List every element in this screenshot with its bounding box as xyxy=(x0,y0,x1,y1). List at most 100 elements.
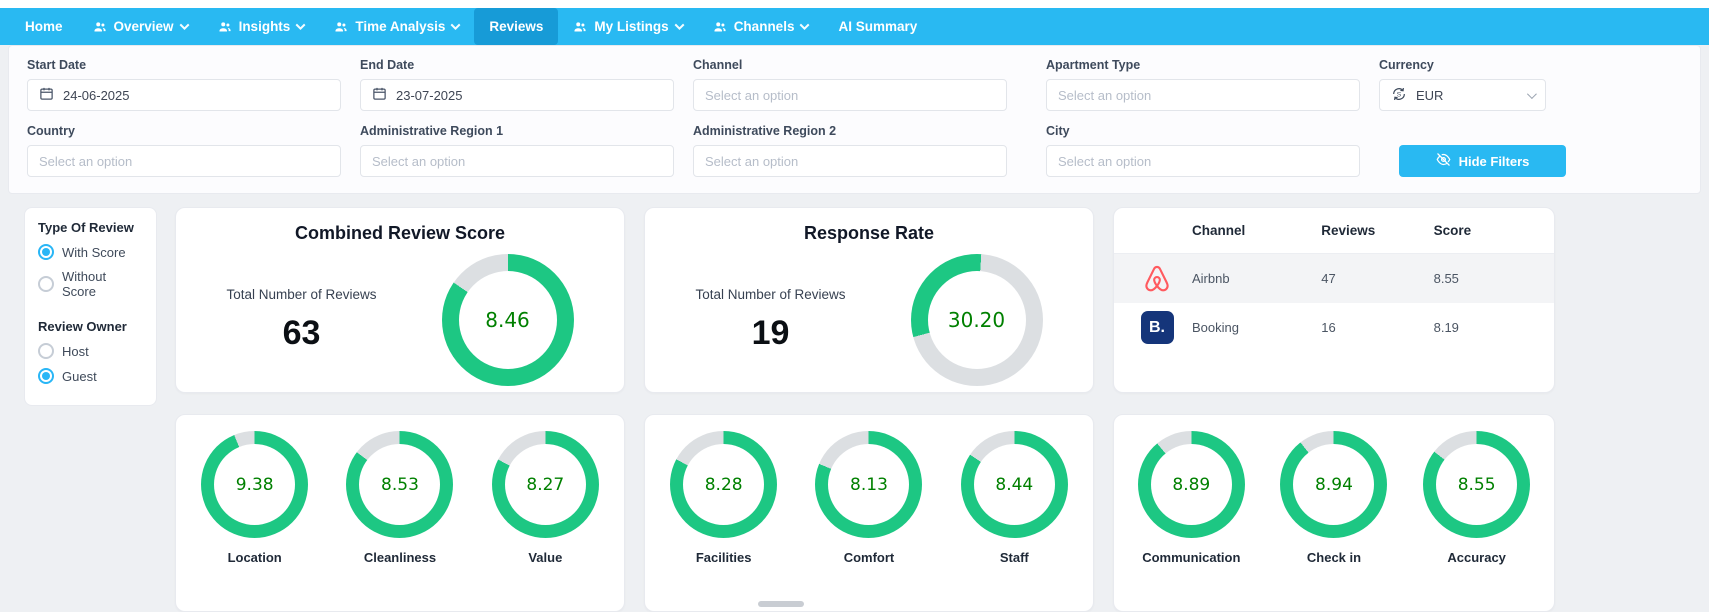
top-navbar: Home Overview Insights Time Analysis Reviews… xyxy=(0,8,1709,45)
channel-reviews: 16 xyxy=(1321,320,1433,335)
calendar-icon xyxy=(372,86,387,104)
gauge-value: 8.13 xyxy=(850,475,888,495)
combined-score-gauge: 8.46 xyxy=(442,254,574,386)
nav-item-home[interactable]: Home xyxy=(10,8,78,45)
gauge-label: Accuracy xyxy=(1447,550,1506,565)
nav-item-label: AI Summary xyxy=(838,19,917,34)
radio-option-with-score[interactable]: With Score xyxy=(38,244,143,260)
column-header-channel: Channel xyxy=(1192,223,1321,238)
filter-label: Start Date xyxy=(27,58,341,72)
filter-label: City xyxy=(1046,124,1360,138)
chevron-down-icon xyxy=(800,20,810,30)
city-select[interactable]: Select an option xyxy=(1046,145,1360,177)
radio-group-title: Type Of Review xyxy=(38,220,143,235)
filter-field-administrative-region-2: Administrative Region 2 Select an option xyxy=(693,124,1007,177)
start-date-input[interactable]: 24-06-2025 xyxy=(27,79,341,111)
radio-label: Without Score xyxy=(62,269,143,299)
nav-item-label: My Listings xyxy=(594,19,668,34)
chevron-down-icon xyxy=(451,20,461,30)
field-value: 23-07-2025 xyxy=(396,88,463,103)
horizontal-scrollbar-thumb[interactable] xyxy=(758,601,804,607)
nav-item-channels[interactable]: Channels xyxy=(698,8,824,45)
radio-option-without-score[interactable]: Without Score xyxy=(38,269,143,299)
radio-button[interactable] xyxy=(38,244,54,260)
administrative-region-2-select[interactable]: Select an option xyxy=(693,145,1007,177)
radio-button[interactable] xyxy=(38,368,54,384)
users-icon xyxy=(334,20,348,34)
chevron-down-icon xyxy=(179,20,189,30)
gauge-value: 8.55 xyxy=(1458,475,1496,495)
radio-label: Host xyxy=(62,344,89,359)
card-title: Combined Review Score xyxy=(194,223,606,244)
nav-item-my-listings[interactable]: My Listings xyxy=(558,8,697,45)
radio-option-guest[interactable]: Guest xyxy=(38,368,143,384)
chevron-down-icon xyxy=(674,20,684,30)
radio-button[interactable] xyxy=(38,343,54,359)
nav-item-ai-summary[interactable]: AI Summary xyxy=(823,8,932,45)
nav-item-label: Overview xyxy=(114,19,174,34)
administrative-region-1-select[interactable]: Select an option xyxy=(360,145,674,177)
metric-label: Total Number of Reviews xyxy=(226,287,376,302)
channel-select[interactable]: Select an option xyxy=(693,79,1007,111)
apartment-type-select[interactable]: Select an option xyxy=(1046,79,1360,111)
gauge-ring: 30.20 xyxy=(911,254,1043,386)
response-rate-card: Response Rate Total Number of Reviews 19… xyxy=(644,207,1094,393)
filter-label: Administrative Region 2 xyxy=(693,124,1007,138)
nav-item-overview[interactable]: Overview xyxy=(78,8,203,45)
filter-label: Apartment Type xyxy=(1046,58,1360,72)
nav-item-reviews[interactable]: Reviews xyxy=(474,8,558,45)
nav-item-insights[interactable]: Insights xyxy=(203,8,320,45)
gauge-ring: 8.55 xyxy=(1423,431,1530,538)
radio-option-host[interactable]: Host xyxy=(38,343,143,359)
gauge-value: 8.44 xyxy=(995,475,1033,495)
gauge-value: 8.53 xyxy=(381,475,419,495)
filter-field-start-date: Start Date 24-06-2025 xyxy=(27,58,341,111)
gauge-ring: 8.44 xyxy=(961,431,1068,538)
users-icon xyxy=(93,20,107,34)
radio-button[interactable] xyxy=(38,276,54,292)
gauge-ring: 8.94 xyxy=(1280,431,1387,538)
nav-item-label: Channels xyxy=(734,19,795,34)
nav-item-label: Time Analysis xyxy=(355,19,445,34)
column-header-score: Score xyxy=(1434,223,1546,238)
radio-label: With Score xyxy=(62,245,126,260)
channel-name: Airbnb xyxy=(1192,271,1321,286)
field-placeholder: Select an option xyxy=(1058,154,1151,169)
end-date-input[interactable]: 23-07-2025 xyxy=(360,79,674,111)
gauge-block-accuracy: 8.55 Accuracy xyxy=(1423,431,1530,601)
filter-field-apartment-type: Apartment Type Select an option xyxy=(1046,58,1360,111)
card-title: Response Rate xyxy=(663,223,1075,244)
gauge-value: 8.46 xyxy=(485,308,530,332)
gauge-ring: 8.28 xyxy=(670,431,777,538)
gauge-value: 8.89 xyxy=(1172,475,1210,495)
hide-filters-button[interactable]: Hide Filters xyxy=(1399,145,1566,177)
nav-item-label: Home xyxy=(25,19,63,34)
filter-label: End Date xyxy=(360,58,674,72)
channel-reviews: 47 xyxy=(1321,271,1433,286)
field-placeholder: Select an option xyxy=(372,154,465,169)
channel-score: 8.55 xyxy=(1434,271,1546,286)
nav-item-time-analysis[interactable]: Time Analysis xyxy=(319,8,474,45)
radio-group-type-of-review: Type Of Review With Score Without Score xyxy=(38,220,143,299)
filter-field-end-date: End Date 23-07-2025 xyxy=(360,58,674,111)
airbnb-icon xyxy=(1122,262,1192,296)
country-select[interactable]: Select an option xyxy=(27,145,341,177)
gauge-label: Location xyxy=(228,550,282,565)
gauge-label: Cleanliness xyxy=(364,550,436,565)
gauge-label: Value xyxy=(528,550,562,565)
